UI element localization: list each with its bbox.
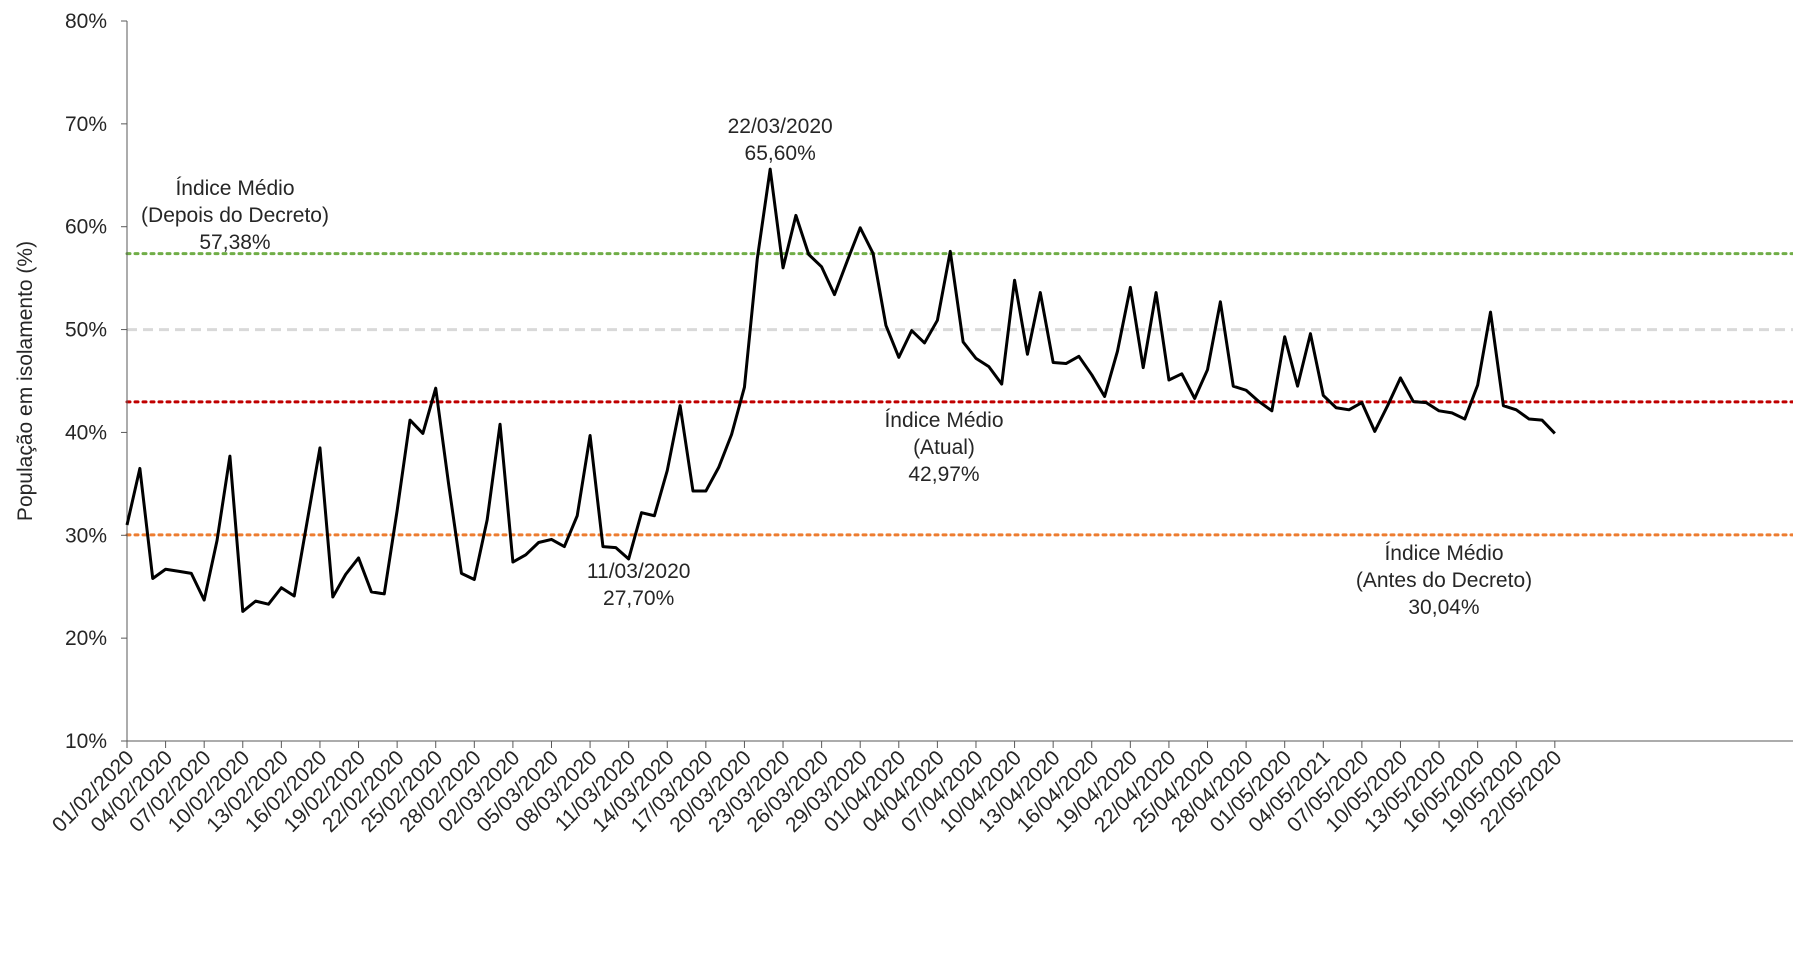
y-tick-label: 70% — [65, 113, 107, 136]
y-tick-label: 60% — [65, 216, 107, 239]
annotation-date: 11/03/2020 — [587, 560, 691, 583]
reference-name: Índice Médio — [175, 177, 294, 200]
reference-value: 30,04% — [1408, 596, 1479, 619]
y-tick-label: 30% — [65, 524, 107, 547]
reference-name: Índice Médio — [884, 409, 1003, 432]
reference-value: 42,97% — [908, 463, 979, 486]
y-tick-label: 20% — [65, 627, 107, 650]
annotation-date: 22/03/2020 — [728, 115, 833, 138]
reference-detail: (Depois do Decreto) — [141, 204, 329, 227]
reference-detail: (Atual) — [913, 436, 975, 459]
y-tick-label: 80% — [65, 10, 107, 33]
y-tick-label: 10% — [65, 730, 107, 753]
y-tick-label: 50% — [65, 319, 107, 342]
annotation-value: 65,60% — [745, 142, 816, 165]
data-line — [125, 167, 1556, 613]
y-axis-title: População em isolamento (%) — [14, 241, 37, 521]
y-tick-label: 40% — [65, 421, 107, 444]
reference-value: 57,38% — [199, 231, 270, 254]
reference-detail: (Antes do Decreto) — [1356, 569, 1532, 592]
reference-name: Índice Médio — [1384, 542, 1503, 565]
annotation-value: 27,70% — [603, 587, 674, 610]
